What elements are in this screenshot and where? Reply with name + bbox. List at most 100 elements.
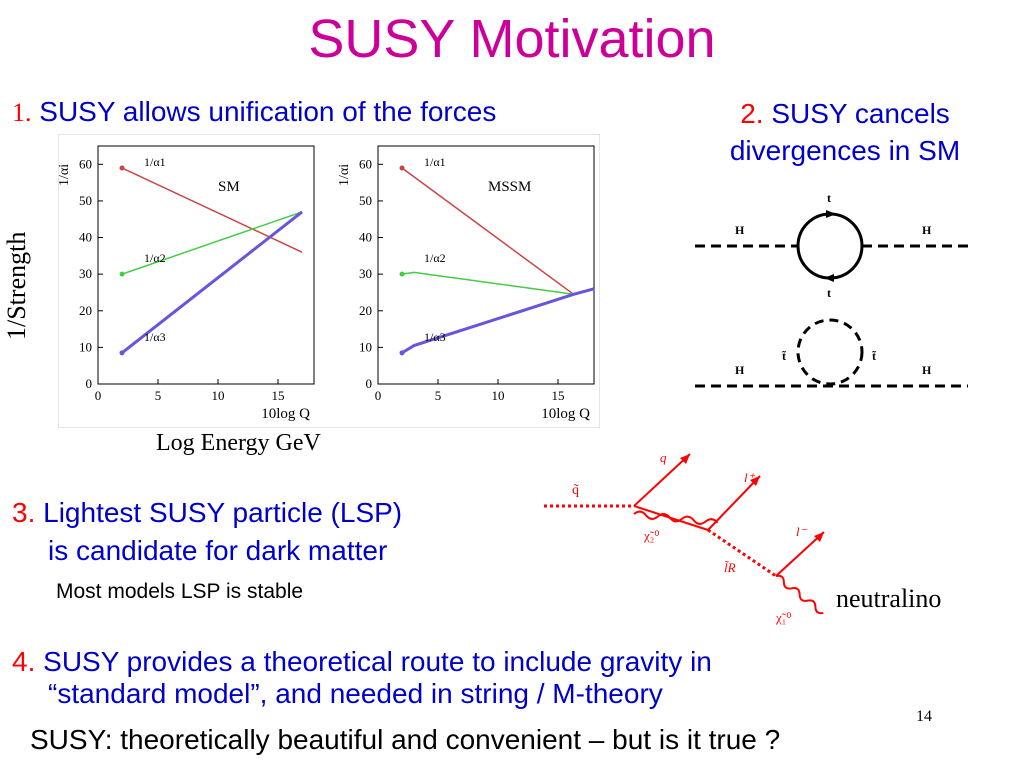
y-axis-label: 1/Strength xyxy=(2,231,31,340)
stop-loop xyxy=(796,318,864,386)
top-loop-diagram: H H t t xyxy=(695,191,968,300)
neutralino-label: neutralino xyxy=(836,584,942,613)
stop-loop-diagram: H H t̃ t̃ xyxy=(695,318,968,388)
page-number: 14 xyxy=(916,708,932,725)
quark-label: q xyxy=(660,450,667,465)
model-label: SM xyxy=(218,179,240,195)
x-axis-title: 10log Q xyxy=(261,406,310,422)
quark-line xyxy=(633,453,691,507)
arrow-icon xyxy=(826,210,836,218)
series-line xyxy=(121,210,303,355)
point-4-number: 4. xyxy=(12,646,36,677)
stop-label: t̃ xyxy=(782,349,786,363)
series-line xyxy=(121,211,303,275)
stop-label: t̃ xyxy=(872,349,876,363)
y-tick-label: 10 xyxy=(79,339,92,354)
point-1-number: 1. xyxy=(12,98,32,127)
x-axis-title: 10log Q xyxy=(541,406,590,422)
y-tick-label: 0 xyxy=(86,376,93,391)
y-axis-title: 1/αi xyxy=(337,164,352,186)
series-line xyxy=(401,167,575,295)
chi2-line xyxy=(633,505,709,531)
point-3: 3. Lightest SUSY particle (LSP) is candid… xyxy=(12,494,402,570)
series-start-point xyxy=(399,271,405,277)
t-label: t xyxy=(827,286,831,300)
arrow-icon xyxy=(824,274,834,282)
footer-text: SUSY: theoretically beautiful and conven… xyxy=(30,724,781,755)
y-tick-label: 20 xyxy=(79,303,92,318)
series-label: 1/α3 xyxy=(144,330,166,344)
series-line xyxy=(401,287,595,355)
lepton-minus-label: l⁻ xyxy=(796,524,808,539)
y-tick-label: 40 xyxy=(79,230,92,245)
x-tick-label: 0 xyxy=(375,388,382,403)
slepton-line xyxy=(707,528,777,578)
plot-mssm: 0 5 10 15 0 10 20 30 40 50 60 1/αi 10log Q MSSM 1/α1 1/… xyxy=(337,145,595,422)
arrow-icon xyxy=(814,532,824,542)
arrow-icon xyxy=(750,476,760,486)
y-tick-label: 60 xyxy=(79,156,92,171)
x-tick-label: 10 xyxy=(492,388,505,403)
series-start-point xyxy=(399,165,405,171)
lepton-minus-line xyxy=(775,531,825,577)
chi1-wavy-line xyxy=(775,574,824,615)
point-1: 1. SUSY allows unification of the forces xyxy=(12,96,496,128)
y-tick-label: 50 xyxy=(79,193,92,208)
h-label: H xyxy=(922,363,932,377)
y-axis-title: 1/αi xyxy=(58,164,72,186)
series-label: 1/α2 xyxy=(144,251,166,265)
point-4-line1: SUSY provides a theoretical route to inc… xyxy=(35,646,712,677)
feynman-diagrams: H H t t H H t̃ t̃ xyxy=(695,191,968,388)
point-2-line2: divergences in SM xyxy=(729,135,961,166)
y-tick-label: 20 xyxy=(359,303,372,318)
series-line xyxy=(121,167,303,253)
decay-chain-diagram: q̃ q l⁺ l⁻ χ̃₂⁰ l̃R χ̃₁⁰ xyxy=(544,450,825,625)
lepton-plus-line xyxy=(707,475,761,531)
slepton-label: l̃R xyxy=(724,560,736,575)
lsp-note: Most models LSP is stable xyxy=(56,580,304,603)
t-label: t xyxy=(827,191,831,205)
x-tick-label: 10 xyxy=(212,388,225,403)
slide-title: SUSY Motivation xyxy=(308,9,716,69)
series-start-point xyxy=(399,350,405,356)
series-label: 1/α2 xyxy=(424,251,446,265)
series-label: 1/α3 xyxy=(424,330,446,344)
chi1-label: χ̃₁⁰ xyxy=(775,610,792,625)
chi2-label: χ̃₂⁰ xyxy=(643,528,660,543)
point-2-number: 2. xyxy=(740,98,764,129)
point-1-text: SUSY allows unification of the forces xyxy=(31,96,497,127)
chi2-wavy-line xyxy=(633,510,719,525)
y-tick-label: 30 xyxy=(79,266,92,281)
x-tick-label: 5 xyxy=(155,388,162,403)
x-axis-caption: Log Energy GeV xyxy=(156,430,321,456)
arrow-icon xyxy=(680,454,690,464)
y-tick-label: 60 xyxy=(359,156,372,171)
point-4: 4. SUSY provides a theoretical route to … xyxy=(12,646,712,710)
x-tick-label: 0 xyxy=(95,388,102,403)
series-start-point xyxy=(119,271,125,277)
series-label: 1/α1 xyxy=(424,155,446,169)
squark-label: q̃ xyxy=(572,483,579,498)
y-tick-label: 40 xyxy=(359,230,372,245)
series-start-point xyxy=(119,165,125,171)
h-label: H xyxy=(735,363,745,377)
plot-frame xyxy=(377,145,595,385)
top-loop xyxy=(796,212,864,280)
x-tick-label: 15 xyxy=(552,388,565,403)
y-tick-label: 10 xyxy=(359,339,372,354)
point-2: 2. SUSY cancels divergences in SM xyxy=(690,95,1000,169)
point-3-number: 3. xyxy=(12,497,36,528)
h-label: H xyxy=(735,223,745,237)
y-tick-label: 50 xyxy=(359,193,372,208)
y-tick-label: 0 xyxy=(366,376,373,391)
point-4-line2: “standard model”, and needed in string /… xyxy=(48,678,663,709)
y-tick-label: 30 xyxy=(359,266,372,281)
plot-frame xyxy=(97,145,315,385)
coupling-plots: 0 5 10 15 0 10 20 30 40 50 60 1/αi 10log Q SM 1/α1 1/α2… xyxy=(58,134,600,428)
point-3-line1: Lightest SUSY particle (LSP) xyxy=(35,497,403,528)
point-2-line1: SUSY cancels xyxy=(763,98,950,129)
point-3-line2: is candidate for dark matter xyxy=(48,535,388,566)
model-label: MSSM xyxy=(488,179,531,195)
lepton-plus-label: l⁺ xyxy=(744,470,756,485)
plot-sm: 0 5 10 15 0 10 20 30 40 50 60 1/αi 10log Q SM 1/α1 1/α2… xyxy=(58,145,315,422)
